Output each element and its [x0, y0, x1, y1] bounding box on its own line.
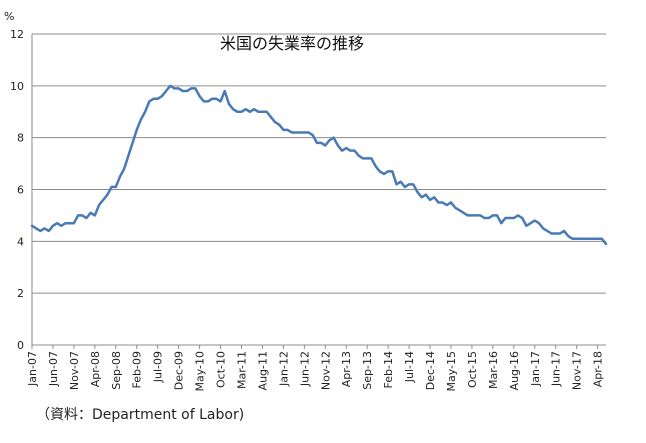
x-tick-label: Sep-13 [361, 351, 374, 390]
x-tick-label: Mar-11 [235, 351, 248, 389]
x-tick-label: May-10 [194, 351, 207, 392]
y-tick-label: 10 [10, 80, 24, 93]
chart-title: 米国の失業率の推移 [220, 34, 364, 53]
x-tick-label: Jun-12 [298, 351, 311, 387]
x-tick-label: Nov-12 [319, 351, 332, 390]
x-tick-label: Mar-16 [487, 351, 500, 389]
y-tick-labels: 0 2 4 6 8 10 12 [10, 28, 24, 352]
x-tick-label: Nov-07 [68, 351, 81, 390]
x-tick-label: Jun-07 [47, 351, 60, 387]
axes [31, 34, 606, 346]
x-tick-label: Jun-17 [550, 351, 563, 387]
y-tick-label: 4 [17, 235, 24, 248]
y-tick-label: 8 [17, 132, 24, 145]
x-tick-label: Jan-17 [529, 351, 542, 387]
x-tick-label: Oct-15 [466, 351, 479, 388]
x-tick-label: Aug-16 [508, 351, 521, 390]
x-tick-label: Aug-11 [256, 351, 269, 390]
x-tick-label: Oct-10 [215, 351, 228, 388]
x-tick-label: Jul-14 [403, 351, 416, 383]
x-tick-label: Dec-14 [424, 351, 437, 390]
gridlines [32, 33, 606, 294]
x-tick-label: Jan-07 [26, 351, 39, 387]
x-tick-label: Feb-09 [131, 351, 144, 388]
x-tick-label: Apr-13 [340, 351, 353, 387]
x-tick-label: Jan-12 [277, 351, 290, 387]
y-tick-label: 12 [10, 28, 24, 41]
x-tick-label: Jul-09 [152, 351, 165, 383]
x-tick-label: May-15 [445, 351, 458, 392]
y-tick-label: 6 [17, 184, 24, 197]
x-tick-label: Apr-08 [89, 351, 102, 387]
x-tick-label: Feb-14 [382, 351, 395, 388]
x-tick-label: Nov-17 [571, 351, 584, 390]
x-tick-label: Apr-18 [592, 351, 605, 387]
series-group [30, 84, 608, 246]
unemployment-rate-line [30, 84, 608, 246]
y-tick-label: 2 [17, 287, 24, 300]
x-tick-label: Dec-09 [173, 351, 186, 390]
y-tick-label: 0 [17, 339, 24, 352]
x-tick-labels: Jan-07 Jun-07 Nov-07 Apr-08 Sep-08 Feb-09 Jul-… [26, 345, 605, 392]
source-note: （資料：Department of Labor) [36, 407, 245, 423]
x-tick-label: Sep-08 [110, 351, 123, 390]
y-axis-unit-label: % [4, 10, 14, 23]
